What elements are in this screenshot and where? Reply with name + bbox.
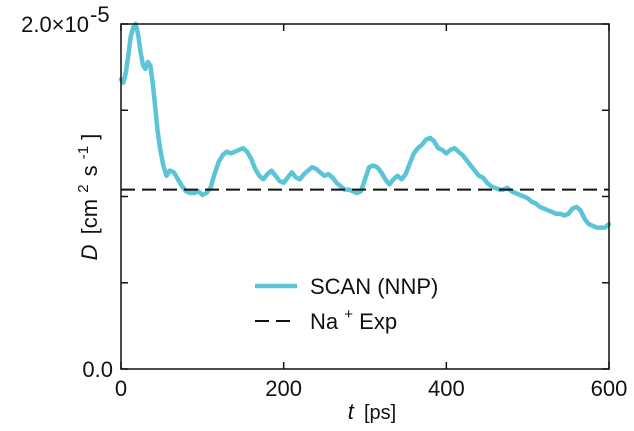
- x-tick-label: 0: [115, 376, 127, 401]
- x-axis-symbol: t: [348, 399, 355, 424]
- y-tick-label-exponent: -5: [90, 2, 110, 27]
- legend-label-exp-base: Na: [310, 309, 339, 334]
- svg-text:D [cm 2 s: D [cm 2 s -1 ]: [68, 134, 102, 261]
- plot-area: 0 200 400 600 0.0 2.0×10 -5: [21, 2, 627, 401]
- x-axis-unit: [ps]: [364, 402, 396, 424]
- y-axis-unit-prefix: [cm: [77, 199, 102, 234]
- x-tick-label: 400: [428, 376, 465, 401]
- y-tick-label: 2.0×10: [21, 12, 89, 37]
- x-tick-label: 200: [265, 376, 302, 401]
- y-axis-unit-mid: s: [77, 165, 102, 176]
- y-axis-unit-sup2: -1: [75, 146, 92, 159]
- x-axis-title: t [ps]: [348, 399, 397, 424]
- series-line-scan-nnp: [118, 21, 612, 230]
- legend-label-exp-suffix: Exp: [359, 309, 397, 334]
- legend-label-scan: SCAN (NNP): [310, 274, 438, 299]
- legend-label-exp: Na + Exp: [310, 299, 397, 334]
- x-tick-label: 600: [591, 376, 628, 401]
- svg-text:t [ps]: t [ps]: [348, 399, 397, 424]
- y-axis-symbol: D: [77, 244, 102, 260]
- legend-label-exp-sup: +: [344, 306, 353, 323]
- y-axis-unit-sup1: 2: [75, 184, 92, 192]
- legend: SCAN (NNP) Na + Exp: [255, 274, 438, 334]
- ticks-layer: 0 200 400 600 0.0 2.0×10 -5: [21, 2, 627, 401]
- y-axis-title: D [cm 2 s -1 ]: [68, 134, 102, 261]
- series-layer: [118, 21, 612, 230]
- y-tick-label: 0.0: [82, 357, 113, 382]
- y-axis-unit-suffix: ]: [77, 134, 102, 140]
